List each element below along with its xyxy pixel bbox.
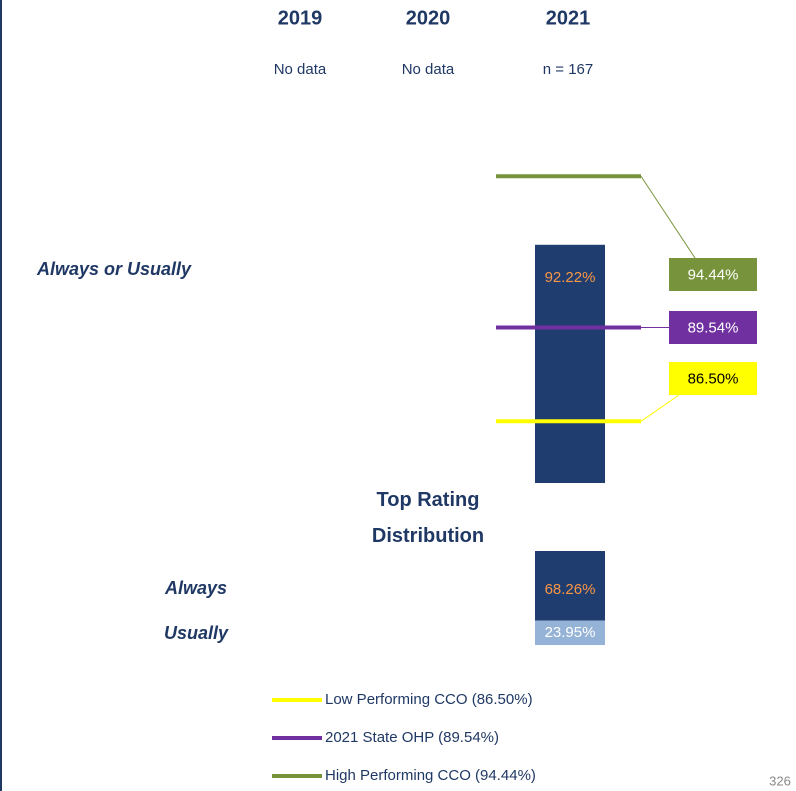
- column-year: 2021: [546, 7, 591, 29]
- benchmark-label: 89.54%: [688, 319, 739, 336]
- column-n: n = 167: [543, 61, 593, 78]
- distribution-label: 68.26%: [545, 581, 596, 598]
- distribution-category: Usually: [164, 623, 229, 643]
- benchmark-connector: [640, 176, 696, 259]
- page-number: 326: [769, 773, 791, 788]
- distribution-title: Top Rating Distribution: [371, 489, 485, 547]
- benchmark-box: [669, 258, 757, 291]
- distribution-bar: [535, 620, 605, 646]
- distribution-label: 23.95%: [545, 624, 596, 641]
- legend-label: Low Performing CCO (86.50%): [325, 691, 533, 708]
- benchmark-connector: [640, 394, 680, 422]
- bar-label: 92.22%: [545, 269, 596, 286]
- column-year: 2019: [278, 7, 323, 29]
- legend-label: High Performing CCO (94.44%): [325, 767, 536, 784]
- benchmark-box: [669, 362, 757, 395]
- column-n: No data: [274, 61, 327, 78]
- bar: [535, 244, 605, 483]
- benchmark-label: 86.50%: [688, 370, 739, 387]
- distribution-bar: [535, 551, 605, 621]
- column-n: No data: [402, 61, 455, 78]
- left-border: [0, 0, 2, 791]
- row-label: Always or Usually: [36, 259, 192, 279]
- benchmark-label: 94.44%: [688, 266, 739, 283]
- column-year: 2020: [406, 7, 451, 29]
- legend-label: 2021 State OHP (89.54%): [325, 729, 499, 746]
- benchmark-box: [669, 311, 757, 344]
- distribution-category: Always: [164, 578, 227, 598]
